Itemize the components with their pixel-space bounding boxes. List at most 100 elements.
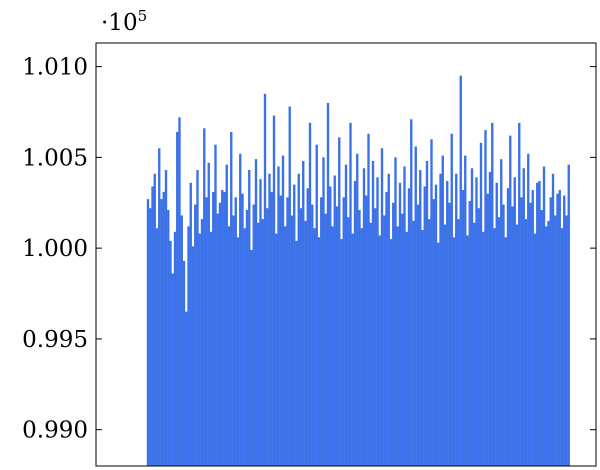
bar — [248, 170, 251, 466]
bar — [205, 197, 208, 466]
bar — [340, 239, 343, 466]
bar — [549, 197, 552, 466]
bar — [450, 133, 453, 466]
bar — [349, 122, 352, 466]
bar — [234, 197, 237, 466]
bar — [387, 173, 390, 466]
bar — [506, 188, 510, 467]
bar — [198, 233, 201, 466]
bar — [200, 219, 204, 466]
bar — [468, 200, 471, 466]
y-tick-label: 1.005 — [22, 145, 88, 171]
bar — [335, 206, 339, 466]
bar — [533, 233, 537, 466]
bar — [185, 311, 188, 466]
bar — [513, 177, 516, 466]
bar — [486, 193, 489, 466]
bar — [223, 191, 226, 466]
bar — [169, 240, 172, 466]
bar — [214, 144, 217, 467]
bar — [178, 117, 181, 467]
bar — [257, 222, 260, 466]
bar — [194, 204, 197, 466]
bar — [473, 222, 476, 466]
bar — [317, 237, 321, 466]
bar — [284, 226, 287, 466]
bar — [542, 166, 546, 466]
bar — [351, 233, 354, 466]
bar — [394, 157, 397, 466]
bar — [511, 206, 514, 466]
bar — [396, 226, 399, 466]
bar — [414, 146, 417, 467]
bar — [531, 190, 534, 467]
bar — [261, 219, 264, 466]
bar — [290, 215, 294, 466]
bar — [311, 204, 314, 466]
bar — [209, 231, 213, 466]
bar — [164, 170, 168, 466]
bar — [457, 219, 460, 466]
bar — [500, 159, 503, 466]
bar — [371, 161, 375, 466]
bar — [527, 153, 530, 467]
bar — [162, 191, 165, 466]
bar — [347, 217, 350, 466]
bar — [239, 153, 242, 467]
bar — [383, 215, 386, 466]
bar — [173, 231, 177, 466]
bar — [281, 155, 285, 466]
bar — [389, 239, 393, 466]
y-tick-label: 0.990 — [22, 418, 88, 444]
bar — [470, 168, 474, 466]
bar — [558, 190, 561, 467]
bar — [272, 115, 276, 467]
bar — [187, 226, 190, 466]
bar — [479, 142, 483, 466]
bar — [369, 222, 372, 466]
bar — [358, 210, 361, 466]
bar — [362, 168, 366, 466]
bar — [295, 240, 298, 466]
bar — [437, 242, 440, 466]
bar — [567, 164, 570, 466]
bar — [430, 139, 433, 466]
bar — [524, 219, 528, 466]
bar — [392, 202, 395, 466]
bar — [477, 208, 480, 466]
bar — [520, 197, 523, 466]
bar — [315, 144, 318, 467]
bar — [466, 235, 469, 466]
bar — [441, 155, 444, 466]
bar — [167, 210, 170, 466]
bar — [551, 173, 555, 466]
bar — [259, 179, 262, 466]
bar — [536, 182, 539, 467]
bar — [155, 228, 159, 466]
bar — [556, 193, 559, 466]
bar — [446, 180, 449, 466]
bar — [344, 164, 348, 466]
bar — [407, 188, 411, 467]
bar — [443, 224, 447, 466]
bar — [245, 210, 249, 466]
bar — [329, 186, 332, 467]
bar — [416, 204, 420, 466]
bar — [540, 210, 543, 466]
bar — [405, 231, 408, 466]
y-axis-scale-exponent: 5 — [138, 7, 148, 25]
bar — [455, 173, 458, 466]
bar — [459, 75, 462, 467]
bar — [191, 246, 195, 466]
bar — [488, 171, 492, 466]
bar — [545, 226, 548, 466]
bar — [338, 137, 341, 466]
bar — [398, 182, 402, 467]
bar — [182, 260, 186, 466]
bar — [353, 180, 357, 466]
bar — [475, 177, 478, 466]
bar — [216, 213, 219, 466]
y-tick-label: 0.995 — [22, 327, 88, 353]
bar — [515, 224, 519, 466]
